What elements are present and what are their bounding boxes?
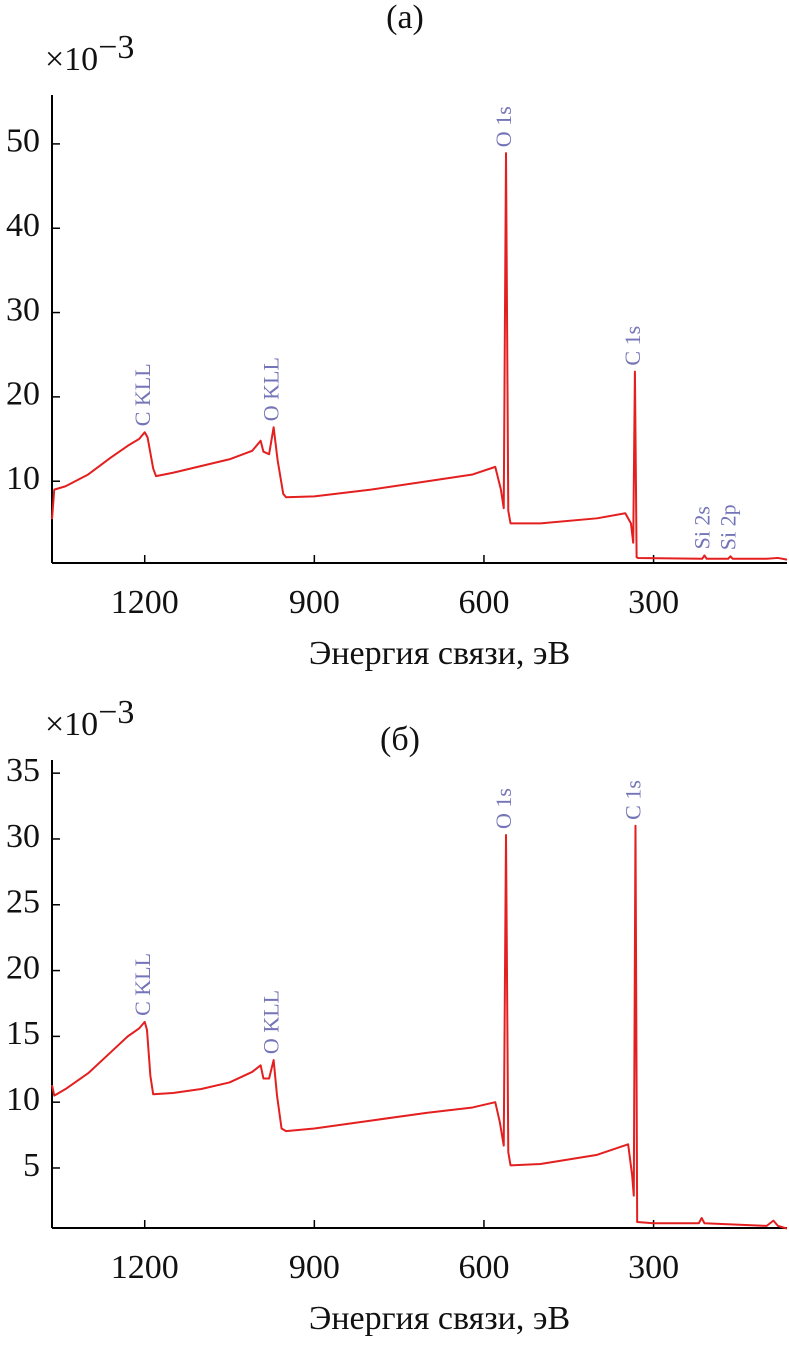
- y-multiplier: ×10−3: [45, 694, 134, 743]
- x-tick-label: 300: [628, 584, 679, 621]
- x-tick-label: 1200: [111, 584, 179, 621]
- x-axis-label: Энергия связи, эВ: [309, 635, 570, 672]
- y-tick-label: 20: [6, 376, 40, 413]
- x-tick-label: 900: [289, 1249, 340, 1286]
- multiplier-exponent: −3: [98, 694, 134, 731]
- x-tick-label: 1200: [111, 1249, 179, 1286]
- y-tick-label: 50: [6, 123, 40, 160]
- peak-label: C 1s: [621, 780, 646, 820]
- peak-label: O KLL: [259, 357, 284, 421]
- x-tick-label: 600: [458, 1249, 509, 1286]
- panel-title: (a): [386, 0, 424, 36]
- x-tick-label: 600: [458, 584, 509, 621]
- peak-label: O 1s: [491, 106, 516, 147]
- spectrum-line: [51, 824, 788, 1230]
- y-tick-label: 10: [6, 1081, 40, 1118]
- y-tick-label: 30: [6, 818, 40, 855]
- panel-title: (б): [380, 721, 420, 758]
- spectrum-line: [51, 152, 788, 561]
- y-tick-label: 30: [6, 291, 40, 328]
- y-tick-label: 10: [6, 460, 40, 497]
- peak-label: O 1s: [491, 788, 516, 829]
- multiplier-exponent: −3: [98, 29, 134, 66]
- y-tick-label: 5: [23, 1147, 40, 1184]
- y-tick-label: 25: [6, 884, 40, 921]
- y-tick-label: 40: [6, 207, 40, 244]
- x-axis-label: Энергия связи, эВ: [309, 1300, 570, 1337]
- y-tick-label: 35: [6, 752, 40, 789]
- peak-label: C KLL: [130, 363, 155, 426]
- peak-label: Si 2p: [716, 504, 741, 550]
- x-tick-label: 900: [289, 584, 340, 621]
- peak-label: O KLL: [259, 990, 284, 1054]
- y-tick-label: 20: [6, 949, 40, 986]
- multiplier-base: ×10: [45, 706, 98, 743]
- peak-label: Si 2s: [690, 506, 715, 549]
- y-tick-label: 15: [6, 1015, 40, 1052]
- peak-label: C 1s: [620, 326, 645, 366]
- y-multiplier: ×10−3: [45, 29, 134, 78]
- x-tick-label: 300: [628, 1249, 679, 1286]
- multiplier-base: ×10: [45, 41, 98, 78]
- peak-label: C KLL: [130, 953, 155, 1016]
